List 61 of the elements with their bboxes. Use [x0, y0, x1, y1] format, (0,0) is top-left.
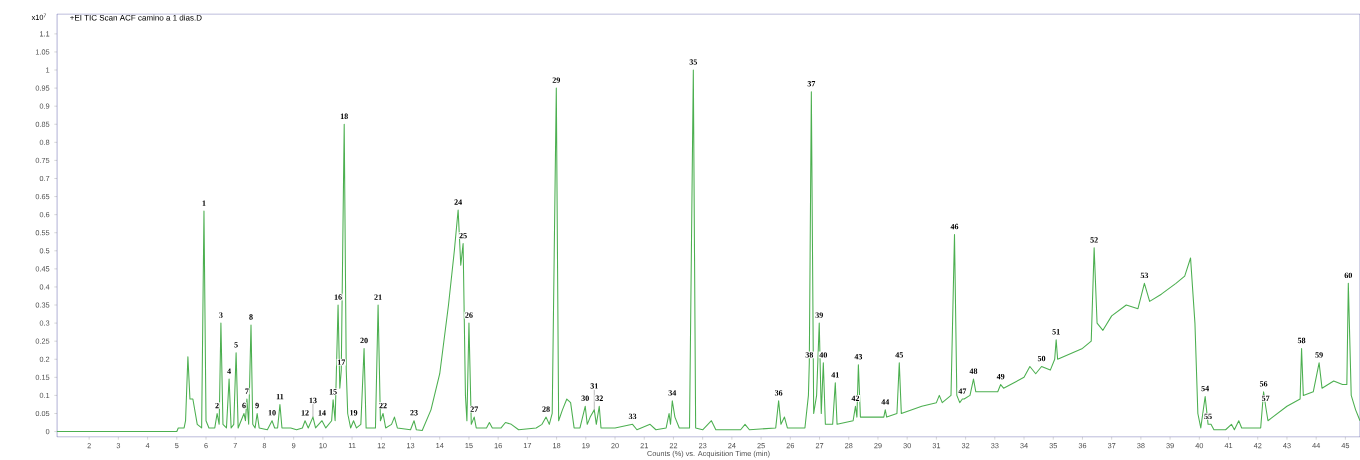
annotation: 14: [318, 410, 326, 416]
annotation: 42: [851, 395, 860, 401]
annotation: 45: [895, 352, 903, 358]
annotation: 4: [227, 368, 231, 374]
annotation: 22: [379, 402, 387, 409]
annotation: 1: [202, 200, 206, 206]
annotation: 25: [459, 232, 467, 239]
annotation: 12: [301, 410, 309, 416]
annotation: 30: [581, 395, 589, 401]
annotation: 18: [340, 113, 348, 119]
annotation: 51: [1052, 329, 1060, 335]
annotation: 44: [881, 399, 890, 405]
annotation: 21: [374, 294, 382, 300]
annotation: 58: [1297, 337, 1306, 344]
annotation: 8: [249, 314, 253, 320]
annotation: 20: [360, 337, 368, 344]
chart-title: +EI TIC Scan ACF camino a 1 dias.D: [70, 14, 202, 21]
annotation: 59: [1315, 352, 1323, 358]
annotation: 37: [807, 81, 816, 87]
annotation: 50: [1037, 355, 1046, 362]
annotation: 32: [595, 395, 603, 401]
annotation: 24: [454, 199, 462, 205]
annotation: 43: [854, 354, 863, 360]
annotation: 38: [805, 352, 814, 358]
annotation: 33: [628, 413, 637, 420]
annotation: 10: [268, 410, 276, 416]
annotation: 7: [245, 388, 249, 394]
annotation: 27: [470, 406, 479, 412]
annotation: 39: [815, 312, 823, 318]
annotation: 55: [1204, 413, 1212, 420]
annotation: 26: [465, 312, 473, 318]
annotation: 36: [774, 390, 783, 396]
annotation: 13: [309, 397, 317, 404]
annotation: 57: [1261, 395, 1270, 401]
annotation: 31: [590, 383, 598, 389]
annotation: 17: [337, 359, 346, 365]
annotation: 29: [552, 77, 561, 83]
annotation: 41: [831, 372, 839, 378]
annotation: 52: [1090, 237, 1098, 243]
annotation: 54: [1201, 385, 1210, 392]
annotation: 2: [215, 402, 219, 409]
annotation: 28: [542, 406, 550, 412]
annotation: 6: [242, 402, 246, 409]
annotation: 60: [1344, 272, 1353, 279]
annotation: 34: [668, 390, 677, 396]
annotation: 35: [689, 59, 698, 65]
annotation: 40: [819, 352, 828, 358]
annotation: 5: [234, 342, 238, 348]
annotation: 49: [996, 373, 1005, 380]
annotation: 46: [950, 223, 959, 230]
annotation: 56: [1259, 381, 1268, 387]
annotation: 23: [410, 410, 418, 416]
annotation: 53: [1140, 272, 1149, 279]
annotation: 48: [969, 368, 978, 374]
annotation: 11: [276, 393, 284, 400]
annotation: 19: [350, 410, 358, 416]
annotation: 16: [334, 294, 342, 300]
annotation: 47: [958, 388, 967, 394]
annotation: 9: [255, 402, 259, 409]
annotation: 15: [329, 389, 337, 395]
annotation: 3: [219, 312, 223, 318]
